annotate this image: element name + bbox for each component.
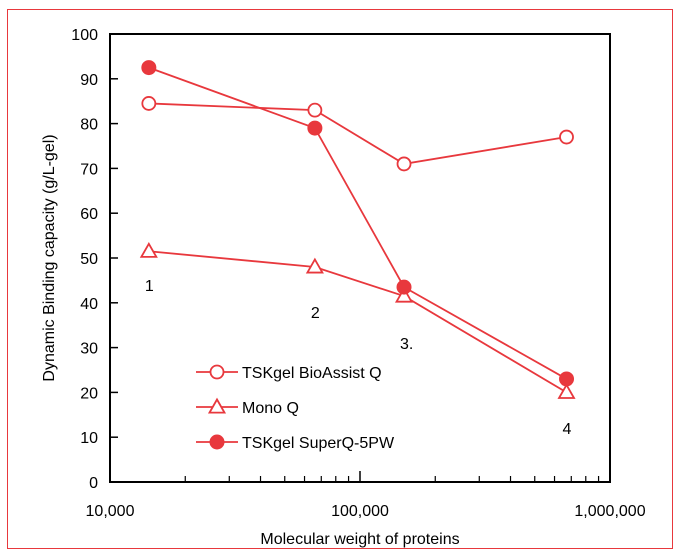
point-annotation: 3. — [400, 336, 413, 353]
y-tick-label: 50 — [80, 251, 98, 268]
data-point — [394, 286, 414, 303]
legend-marker — [209, 434, 225, 450]
point-annotation: 2 — [311, 305, 320, 322]
data-point — [396, 156, 412, 172]
y-tick-label: 70 — [80, 161, 98, 178]
legend-label: Mono Q — [242, 400, 299, 417]
series-1 — [139, 241, 576, 399]
series-line — [148, 250, 567, 394]
series-line — [148, 66, 567, 380]
legend-label: TSKgel SuperQ-5PW — [242, 435, 395, 452]
series-2 — [141, 60, 575, 387]
legend-entry: TSKgel BioAssist Q — [196, 364, 382, 382]
data-point — [557, 383, 576, 399]
data-point — [307, 120, 323, 136]
data-point — [139, 241, 158, 258]
y-tick-label: 90 — [80, 72, 98, 89]
y-tick-label: 100 — [71, 27, 98, 44]
x-tick-label: 100,000 — [331, 503, 389, 520]
legend-marker — [209, 364, 225, 380]
x-tick-label: 1,000,000 — [574, 503, 645, 520]
series-line — [148, 102, 567, 165]
legend-entry: TSKgel SuperQ-5PW — [196, 434, 395, 452]
point-annotation: 1 — [145, 278, 154, 295]
data-point — [141, 60, 157, 76]
x-axis-label: Molecular weight of proteins — [260, 531, 459, 548]
y-tick-label: 80 — [80, 117, 98, 134]
y-tick-label: 20 — [80, 385, 98, 402]
data-point — [396, 279, 412, 295]
y-axis-label: Dynamic Binding capacity (g/L-gel) — [41, 134, 58, 381]
y-tick-label: 0 — [89, 475, 98, 492]
data-point — [559, 129, 574, 145]
legend-entry: Mono Q — [196, 397, 299, 417]
legend-marker — [207, 397, 227, 414]
series-0 — [141, 96, 574, 172]
data-point — [559, 371, 575, 387]
y-tick-label: 30 — [80, 341, 98, 358]
legend-label: TSKgel BioAssist Q — [242, 365, 382, 382]
data-point — [305, 257, 324, 274]
y-tick-label: 60 — [80, 206, 98, 223]
y-tick-label: 40 — [80, 296, 98, 313]
x-tick-label: 10,000 — [86, 503, 135, 520]
data-point — [307, 102, 323, 118]
y-tick-label: 10 — [80, 430, 98, 447]
figure-frame — [7, 9, 673, 549]
plot-area — [109, 33, 611, 483]
data-point — [141, 96, 157, 111]
point-annotation: 4 — [563, 421, 572, 438]
